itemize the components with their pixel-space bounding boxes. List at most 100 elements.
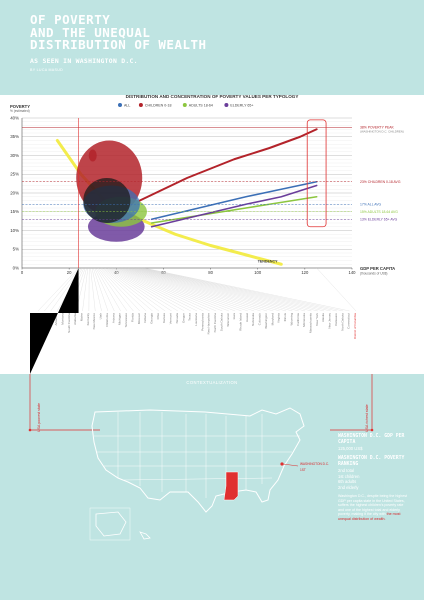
fan-line bbox=[117, 267, 223, 312]
context-title: CONTEXTUALIZATION bbox=[186, 380, 238, 385]
fan-line bbox=[44, 267, 81, 312]
state-label-11: Oklahoma bbox=[105, 313, 109, 327]
state-label-29: South Dakota bbox=[219, 313, 223, 332]
dc-marker bbox=[280, 462, 284, 466]
annotation-3: 15% ADULTS 18-64 AVG bbox=[360, 210, 398, 214]
fan-line bbox=[137, 267, 318, 312]
dc-gdp-heading: WASHINGTON D.C. GDP PER CAPITA bbox=[338, 434, 405, 445]
legend-label-3: ELDERLY 65+ bbox=[230, 104, 253, 108]
dc-info-panel: WASHINGTON D.C. GDP PER CAPITA 125,000 U… bbox=[338, 434, 408, 522]
state-label-48: North Dakota bbox=[340, 313, 344, 331]
fan-line bbox=[123, 267, 255, 312]
dc-rank-total: 2nd total bbox=[338, 468, 355, 474]
state-label-31: Iowa bbox=[232, 313, 236, 320]
state-label-37: Maryland bbox=[270, 313, 274, 326]
legend-label-1: CHILDREN 0-18 bbox=[145, 104, 172, 108]
state-label-4: Montana bbox=[60, 313, 64, 325]
fan-line bbox=[90, 267, 96, 312]
header-band bbox=[0, 0, 424, 95]
fan-line bbox=[114, 267, 210, 312]
annotation-1: 23% CHILDREN 0-18 AVG bbox=[360, 180, 401, 184]
state-label-34: Nebraska bbox=[251, 313, 255, 326]
legend-label-2: ADULTS 18-64 bbox=[189, 104, 213, 108]
ms-connector bbox=[30, 268, 79, 374]
context-band bbox=[0, 374, 424, 600]
state-label-40: Wyoming bbox=[289, 313, 293, 326]
hawaii-outline bbox=[139, 531, 151, 540]
state-label-20: Kansas bbox=[162, 313, 166, 324]
fan-line bbox=[107, 267, 178, 312]
state-label-16: Missouri bbox=[137, 313, 141, 325]
fan-line bbox=[118, 267, 229, 312]
x-axis-sublabel: (thousands of US$) bbox=[360, 272, 387, 276]
state-label-50: District of Columbia bbox=[353, 313, 357, 339]
fan-line bbox=[139, 267, 331, 312]
x-tick-label: 140 bbox=[349, 270, 357, 275]
cluster-blob-peak bbox=[88, 149, 97, 162]
state-label-43: Massachusetts bbox=[308, 313, 312, 334]
fan-line bbox=[95, 267, 121, 312]
dc-description: Washington D.C., despite being the highe… bbox=[338, 494, 408, 522]
page-subtitle: AS SEEN IN WASHINGTON D.C. bbox=[30, 57, 138, 65]
dc-rank-elderly: 2nd elderly bbox=[338, 484, 359, 490]
connector-left-dot bbox=[28, 428, 32, 432]
mississippi-state bbox=[223, 471, 239, 501]
state-label-42: Minnesota bbox=[302, 313, 306, 327]
fan-line bbox=[142, 267, 344, 312]
fan-line bbox=[125, 267, 261, 312]
x-tick-label: 80 bbox=[208, 270, 213, 275]
x-tick-label: 100 bbox=[254, 270, 262, 275]
state-label-38: Virginia bbox=[277, 313, 281, 323]
annotation-0: 38% POVERTY PEAK bbox=[360, 126, 395, 130]
dc-rank-heading: WASHINGTON D.C. POVERTY RANKING bbox=[338, 456, 405, 468]
x-tick-label: 0 bbox=[21, 270, 24, 275]
state-label-26: Pennsylvania bbox=[200, 313, 204, 331]
state-label-13: Michigan bbox=[118, 313, 122, 325]
fan-line bbox=[138, 267, 325, 312]
fan-line bbox=[98, 267, 134, 312]
state-label-3: Arkansas bbox=[54, 313, 58, 326]
fan-line bbox=[101, 267, 147, 312]
trend-line-3 bbox=[150, 184, 318, 228]
author-credit: BY LUCA MASUD bbox=[30, 68, 63, 72]
fan-line bbox=[106, 267, 172, 312]
y-tick-label: 15% bbox=[10, 209, 19, 214]
fan-line bbox=[94, 267, 115, 312]
y-tick-label: 25% bbox=[10, 172, 19, 177]
fan-line bbox=[37, 267, 79, 312]
dc-highlight-box bbox=[306, 119, 327, 228]
annotation-2: 17% ALL AVG bbox=[360, 203, 381, 207]
legend-swatch-0 bbox=[118, 103, 122, 107]
y-axis-label: POVERTY bbox=[10, 104, 30, 109]
state-label-32: Rhode Island bbox=[239, 313, 243, 331]
fan-line bbox=[127, 267, 274, 312]
chart-title: DISTRIBUTION AND CONCENTRATION OF POVERT… bbox=[126, 94, 299, 99]
fan-line bbox=[122, 267, 248, 312]
fan-line bbox=[109, 267, 185, 312]
fan-line bbox=[97, 267, 128, 312]
annotation-sub-0: (WASHINGTON D.C. CHILDREN) bbox=[360, 129, 404, 133]
state-label-5: South Carolina bbox=[67, 313, 71, 333]
usa-map bbox=[28, 374, 374, 541]
x-tick-label: 120 bbox=[301, 270, 309, 275]
y-tick-label: 10% bbox=[10, 228, 19, 233]
state-label-7: Maine bbox=[80, 313, 84, 322]
state-label-36: Washington bbox=[264, 313, 268, 329]
x-tick-label: 40 bbox=[114, 270, 119, 275]
fan-line bbox=[133, 267, 299, 312]
fan-line bbox=[135, 267, 312, 312]
fan-line bbox=[115, 267, 217, 312]
fan-line bbox=[105, 267, 166, 312]
legend-label-0: ALL bbox=[124, 104, 130, 108]
map-label-rank: 1ST bbox=[300, 468, 306, 472]
fan-line bbox=[91, 267, 102, 312]
fan-line bbox=[141, 267, 337, 312]
state-label-6: Alabama bbox=[73, 313, 77, 325]
state-label-22: Nevada bbox=[175, 313, 179, 324]
y-tick-label: 5% bbox=[13, 247, 19, 252]
cluster-blob-4 bbox=[83, 178, 131, 223]
state-label-17: Indiana bbox=[143, 313, 147, 323]
label-richest-state: USA richest state bbox=[365, 404, 369, 432]
state-label-30: Wisconsin bbox=[226, 313, 230, 327]
state-border-11 bbox=[123, 477, 273, 481]
